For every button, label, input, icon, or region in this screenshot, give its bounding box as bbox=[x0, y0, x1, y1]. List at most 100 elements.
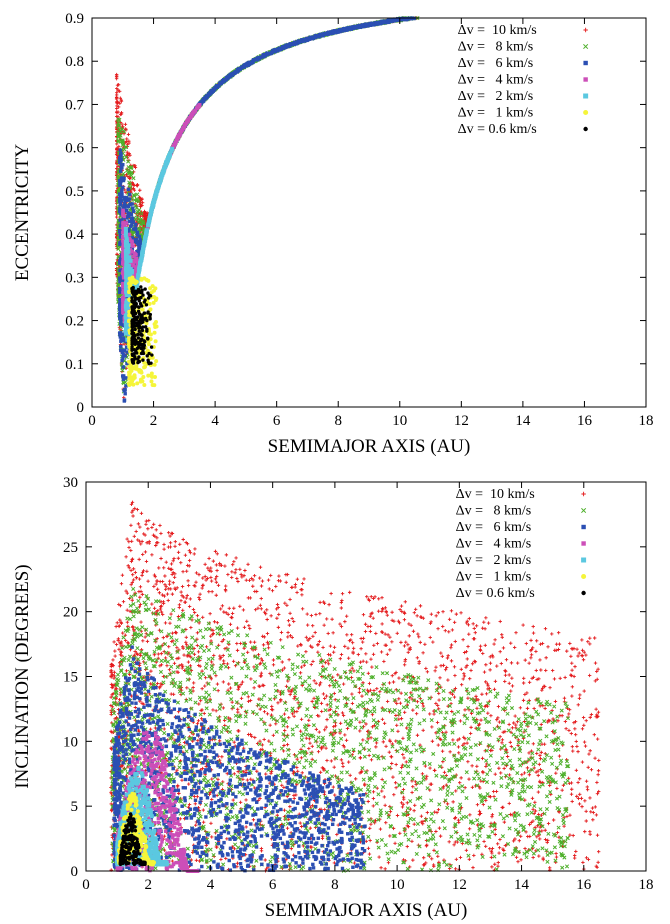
scatter-point bbox=[124, 209, 128, 213]
scatter-point bbox=[124, 190, 128, 195]
scatter-point bbox=[292, 41, 297, 45]
scatter-point bbox=[119, 199, 124, 203]
scatter-point bbox=[229, 72, 234, 76]
scatter-point bbox=[381, 19, 385, 24]
scatter-point bbox=[123, 342, 127, 346]
scatter-point bbox=[123, 122, 128, 127]
scatter-point bbox=[412, 16, 417, 21]
scatter-point bbox=[124, 204, 128, 208]
scatter-point bbox=[118, 259, 122, 263]
scatter-point bbox=[130, 202, 134, 206]
scatter-point bbox=[134, 222, 138, 227]
scatter-point bbox=[126, 187, 131, 192]
scatter-point bbox=[118, 169, 123, 173]
series-1-points bbox=[114, 16, 419, 400]
scatter-point bbox=[128, 192, 132, 197]
scatter-point bbox=[121, 356, 125, 361]
scatter-point bbox=[135, 233, 140, 237]
scatter-point bbox=[114, 215, 119, 219]
scatter-point bbox=[313, 35, 317, 40]
scatter-point bbox=[282, 45, 287, 50]
scatter-point bbox=[387, 18, 391, 22]
scatter-point bbox=[123, 388, 127, 392]
scatter-point bbox=[115, 86, 119, 91]
scatter-point bbox=[131, 206, 135, 210]
scatter-point bbox=[140, 197, 144, 201]
scatter-point bbox=[119, 99, 124, 103]
scatter-point bbox=[119, 344, 123, 349]
scatter-point bbox=[118, 312, 122, 316]
series-2-points bbox=[116, 15, 420, 394]
scatter-point bbox=[121, 353, 126, 358]
scatter-point bbox=[242, 65, 246, 69]
scatter-point bbox=[142, 211, 147, 215]
scatter-point bbox=[118, 209, 122, 214]
scatter-point bbox=[122, 399, 127, 403]
scatter-point bbox=[119, 189, 124, 194]
scatter-point bbox=[331, 31, 335, 35]
scatter-point bbox=[398, 18, 403, 22]
scatter-point bbox=[123, 392, 127, 396]
scatter-point bbox=[138, 188, 142, 192]
series-3-points bbox=[118, 16, 417, 403]
eccentricity-panel: 0 2 4 6 8 10 12 14 16 1800.10.20.30.40.50.60.70.8… bbox=[12, 11, 654, 457]
scatter-point bbox=[307, 37, 311, 41]
scatter-point bbox=[127, 141, 131, 145]
scatter-point bbox=[224, 77, 228, 82]
scatter-point bbox=[118, 148, 122, 152]
scatter-point bbox=[262, 54, 266, 58]
scatter-point bbox=[119, 110, 124, 115]
scatter-point bbox=[255, 58, 260, 62]
scatter-point bbox=[119, 158, 123, 162]
scatter-point bbox=[245, 63, 249, 68]
scatter-point bbox=[114, 93, 119, 97]
scatter-point bbox=[130, 216, 135, 221]
scatter-point bbox=[118, 307, 122, 312]
scatter-point bbox=[336, 30, 340, 34]
scatter-point bbox=[138, 238, 142, 242]
scatter-point bbox=[126, 212, 130, 217]
scatter-point bbox=[354, 24, 359, 29]
scatter-point bbox=[286, 43, 290, 48]
scatter-point bbox=[128, 224, 133, 228]
scatter-point bbox=[132, 188, 137, 192]
scatter-point bbox=[131, 209, 136, 214]
scatter-point bbox=[125, 139, 129, 144]
scatter-point bbox=[114, 76, 119, 81]
scatter-point bbox=[119, 151, 123, 156]
scatter-point bbox=[134, 239, 139, 244]
scatter-point bbox=[297, 39, 302, 44]
scatter-point bbox=[325, 32, 330, 36]
scatter-point bbox=[129, 219, 133, 224]
scatter-point bbox=[126, 198, 130, 202]
scatter-point bbox=[317, 34, 321, 39]
scatter-point bbox=[132, 164, 137, 168]
eccentricity-scatter-points bbox=[114, 15, 420, 403]
scatter-point bbox=[342, 27, 346, 31]
scatter-point bbox=[248, 61, 253, 66]
scatter-point bbox=[124, 376, 128, 380]
scatter-point bbox=[203, 96, 208, 101]
scatter-point bbox=[200, 99, 204, 104]
scatter-point bbox=[122, 348, 127, 353]
scatter-point bbox=[134, 227, 138, 232]
scatter-point bbox=[126, 132, 131, 137]
scatter-point bbox=[121, 185, 125, 190]
scatter-point bbox=[364, 22, 369, 26]
scatter-point bbox=[213, 87, 217, 91]
scatter-point bbox=[218, 81, 222, 85]
scatter-point bbox=[118, 304, 122, 309]
scatter-point bbox=[127, 151, 131, 156]
scatter-point bbox=[128, 153, 132, 157]
scatter-point bbox=[129, 213, 134, 217]
scatter-point bbox=[119, 163, 124, 167]
scatter-point bbox=[121, 365, 126, 369]
scatter-point bbox=[303, 37, 307, 41]
scatter-point bbox=[120, 374, 125, 378]
scatter-point bbox=[277, 46, 281, 51]
scatter-point bbox=[374, 20, 378, 25]
scatter-point bbox=[266, 51, 270, 55]
scatter-point bbox=[237, 66, 242, 71]
scatter-point bbox=[119, 179, 123, 184]
